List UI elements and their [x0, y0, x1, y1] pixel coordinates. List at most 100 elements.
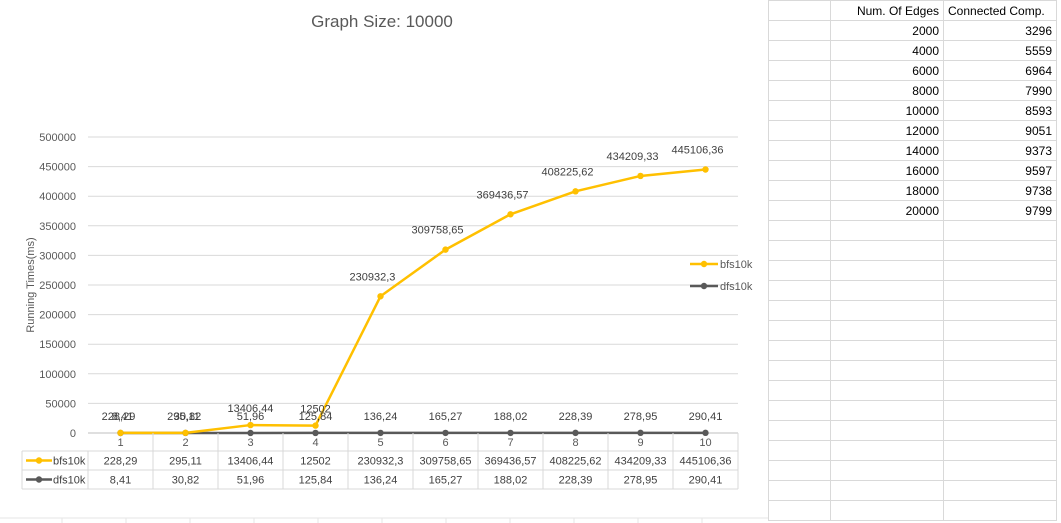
sheet-cell-empty[interactable]: [768, 320, 831, 341]
sheet-cell-empty[interactable]: [768, 0, 831, 21]
sheet-cell-components[interactable]: [943, 380, 1057, 401]
sheet-cell-components[interactable]: [943, 480, 1057, 501]
sheet-cell-empty[interactable]: [768, 180, 831, 201]
sheet-cell-edges[interactable]: 8000: [830, 80, 944, 101]
sheet-cell-components[interactable]: [943, 280, 1057, 301]
sheet-cell-components[interactable]: 7990: [943, 80, 1057, 101]
sheet-cell-empty[interactable]: [768, 240, 831, 261]
sheet-cell-edges[interactable]: 10000: [830, 100, 944, 121]
x-tick-label: 10: [699, 437, 711, 449]
sheet-cell-empty[interactable]: [768, 160, 831, 181]
table-cell-dfs10k: 30,82: [172, 475, 200, 487]
sheet-cell-edges[interactable]: 4000: [830, 40, 944, 61]
sheet-row: [768, 320, 1057, 341]
sheet-cell-components[interactable]: [943, 500, 1057, 521]
sheet-cell-empty[interactable]: [768, 480, 831, 501]
sheet-cell-components[interactable]: 3296: [943, 20, 1057, 41]
table-cell-bfs10k: 434209,33: [615, 456, 667, 468]
sheet-cell-components[interactable]: [943, 320, 1057, 341]
sheet-cell-components[interactable]: [943, 260, 1057, 281]
sheet-cell-edges[interactable]: [830, 380, 944, 401]
data-point-bfs10k: [572, 188, 579, 195]
data-label-dfs10k: 290,41: [689, 411, 723, 423]
sheet-cell-empty[interactable]: [768, 120, 831, 141]
sheet-cell-edges[interactable]: [830, 360, 944, 381]
sheet-cell-edges[interactable]: [830, 500, 944, 521]
sheet-cell-empty[interactable]: [768, 380, 831, 401]
sheet-cell-components[interactable]: 9738: [943, 180, 1057, 201]
sheet-cell-edges[interactable]: [830, 460, 944, 481]
sheet-cell-edges[interactable]: 12000: [830, 120, 944, 141]
data-label-bfs10k: 408225,62: [542, 166, 594, 178]
sheet-cell-components[interactable]: 9799: [943, 200, 1057, 221]
table-cell-dfs10k: 8,41: [110, 475, 131, 487]
sheet-row: 14000 9373: [768, 140, 1057, 161]
sheet-cell-empty[interactable]: [768, 140, 831, 161]
sheet-cell-empty[interactable]: [768, 200, 831, 221]
sheet-cell-components[interactable]: [943, 300, 1057, 321]
sheet-cell-components[interactable]: 6964: [943, 60, 1057, 81]
sheet-cell-edges[interactable]: 16000: [830, 160, 944, 181]
sheet-row: [768, 400, 1057, 421]
data-label-bfs10k: 309758,65: [412, 225, 464, 237]
sheet-cell-empty[interactable]: [768, 400, 831, 421]
sheet-cell-empty[interactable]: [768, 300, 831, 321]
sheet-cell-components[interactable]: [943, 360, 1057, 381]
y-tick-label: 300000: [39, 250, 76, 262]
sheet-cell-empty[interactable]: [768, 60, 831, 81]
sheet-cell-components[interactable]: 9051: [943, 120, 1057, 141]
sheet-cell-components[interactable]: [943, 240, 1057, 261]
sheet-cell-edges[interactable]: [830, 340, 944, 361]
sheet-cell-edges[interactable]: 6000: [830, 60, 944, 81]
sheet-cell-empty[interactable]: [768, 460, 831, 481]
sheet-cell-empty[interactable]: [768, 260, 831, 281]
sheet-cell-edges[interactable]: [830, 280, 944, 301]
sheet-cell-components[interactable]: 8593: [943, 100, 1057, 121]
sheet-cell-empty[interactable]: [768, 360, 831, 381]
sheet-cell-edges[interactable]: [830, 400, 944, 421]
sheet-row: [768, 260, 1057, 281]
sheet-cell-components[interactable]: 9597: [943, 160, 1057, 181]
sheet-cell-edges[interactable]: [830, 480, 944, 501]
data-label-bfs10k: 295,11: [167, 411, 200, 423]
sheet-cell-components[interactable]: [943, 460, 1057, 481]
sheet-cell-edges[interactable]: [830, 260, 944, 281]
table-cell-bfs10k: 228,29: [104, 456, 138, 468]
sheet-cell-empty[interactable]: [768, 420, 831, 441]
sheet-cell-empty[interactable]: [768, 100, 831, 121]
sheet-cell-components[interactable]: [943, 220, 1057, 241]
sheet-cell-empty[interactable]: [768, 280, 831, 301]
sheet-cell-edges[interactable]: Num. Of Edges: [830, 0, 944, 21]
sheet-cell-components[interactable]: [943, 400, 1057, 421]
sheet-cell-edges[interactable]: [830, 320, 944, 341]
table-cell-dfs10k: 228,39: [559, 475, 593, 487]
sheet-cell-edges[interactable]: 14000: [830, 140, 944, 161]
sheet-cell-empty[interactable]: [768, 340, 831, 361]
sheet-cell-components[interactable]: [943, 420, 1057, 441]
sheet-cell-empty[interactable]: [768, 80, 831, 101]
sheet-cell-edges[interactable]: [830, 440, 944, 461]
sheet-cell-edges[interactable]: [830, 220, 944, 241]
x-tick-label: 8: [572, 437, 578, 449]
x-tick-label: 6: [442, 437, 448, 449]
x-tick-label: 9: [637, 437, 643, 449]
sheet-cell-empty[interactable]: [768, 220, 831, 241]
sheet-cell-edges[interactable]: 2000: [830, 20, 944, 41]
data-point-dfs10k: [377, 429, 384, 437]
sheet-cell-components[interactable]: [943, 340, 1057, 361]
sheet-cell-empty[interactable]: [768, 20, 831, 41]
sheet-cell-edges[interactable]: 18000: [830, 180, 944, 201]
sheet-cell-empty[interactable]: [768, 500, 831, 521]
data-point-dfs10k: [572, 429, 579, 437]
sheet-cell-empty[interactable]: [768, 440, 831, 461]
sheet-cell-components[interactable]: [943, 440, 1057, 461]
sheet-cell-edges[interactable]: [830, 420, 944, 441]
sheet-row: [768, 240, 1057, 261]
sheet-cell-edges[interactable]: 20000: [830, 200, 944, 221]
sheet-cell-components[interactable]: Connected Comp.: [943, 0, 1057, 21]
sheet-cell-empty[interactable]: [768, 40, 831, 61]
sheet-cell-edges[interactable]: [830, 240, 944, 261]
sheet-cell-components[interactable]: 9373: [943, 140, 1057, 161]
sheet-cell-edges[interactable]: [830, 300, 944, 321]
sheet-cell-components[interactable]: 5559: [943, 40, 1057, 61]
